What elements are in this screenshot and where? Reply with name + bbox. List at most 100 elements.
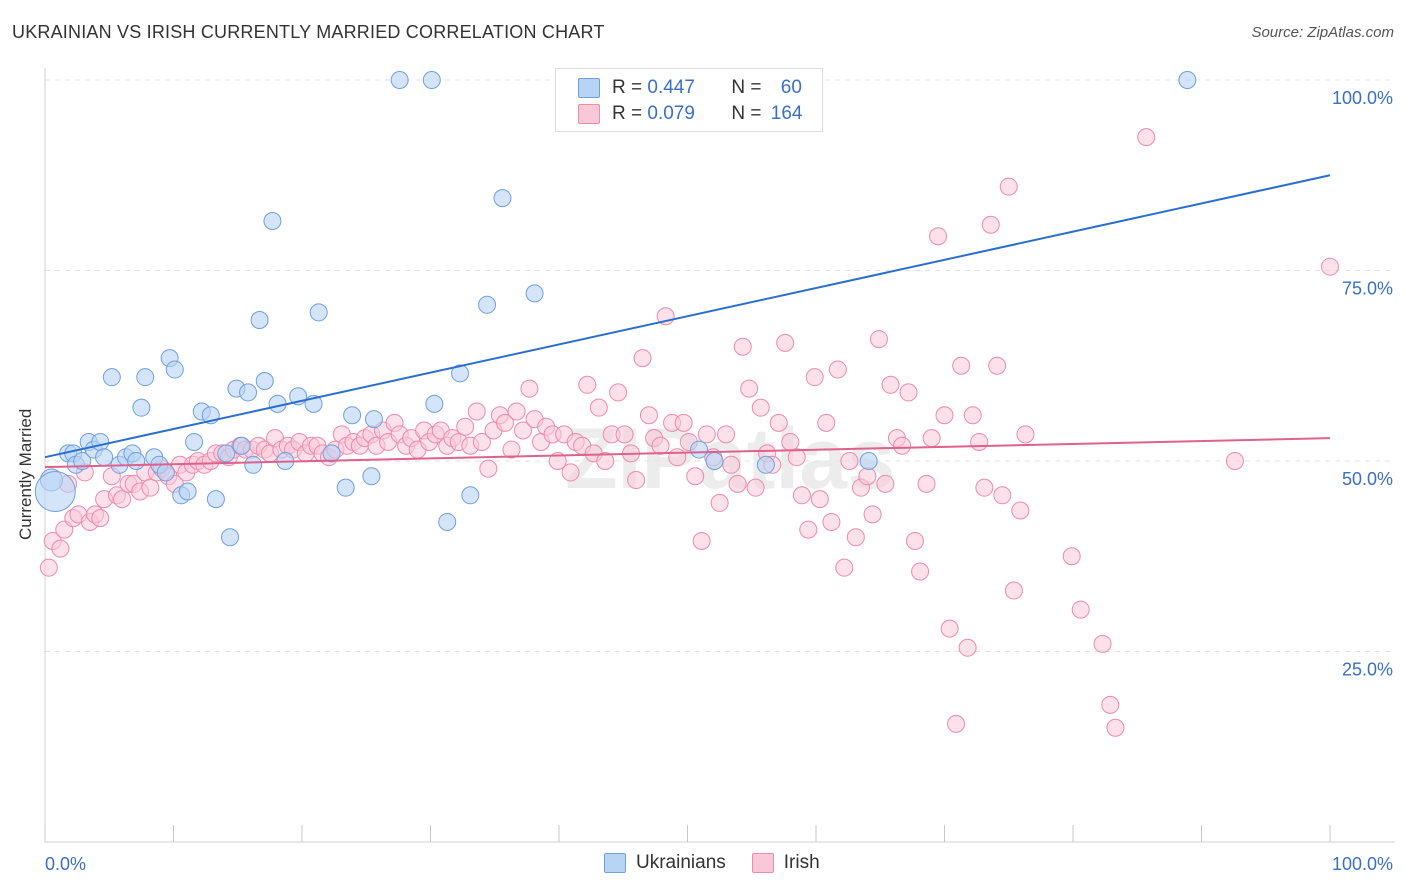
- ukrainians-point: [244, 455, 263, 474]
- irish-point: [1106, 718, 1125, 737]
- irish-r-value: 0.079: [647, 103, 695, 124]
- irish-point: [91, 509, 110, 528]
- irish-point: [893, 436, 912, 455]
- irish-point: [810, 490, 829, 509]
- irish-point: [502, 440, 521, 459]
- ukrainians-point: [705, 452, 724, 470]
- irish-point: [589, 398, 608, 417]
- ukrainians-point: [438, 512, 457, 531]
- irish-point: [514, 421, 533, 440]
- irish-point: [674, 413, 693, 432]
- ukrainians-point: [102, 368, 121, 387]
- ukrainians-point: [690, 440, 709, 459]
- irish-point: [710, 493, 729, 512]
- irish-point: [507, 402, 526, 421]
- ukrainians-point: [206, 490, 225, 509]
- irish-point: [578, 375, 597, 394]
- ukrainians-point: [493, 189, 512, 208]
- irish-point: [1101, 695, 1120, 714]
- series-legend: Ukrainians Irish: [604, 852, 846, 874]
- irish-point: [940, 619, 959, 638]
- irish-point: [692, 532, 711, 551]
- ukrainians-point: [322, 444, 341, 463]
- irish-point: [496, 413, 515, 432]
- irish-point: [609, 383, 628, 402]
- irish-point: [633, 349, 652, 368]
- irish-point: [905, 532, 924, 551]
- irish-point: [1071, 600, 1090, 619]
- series-ukrainians-points: [34, 71, 1197, 547]
- ukrainians-point: [859, 452, 878, 470]
- irish-point: [717, 425, 736, 444]
- y-tick-label: 100.0%: [1332, 88, 1393, 108]
- irish-point: [799, 520, 818, 539]
- irish-point: [787, 448, 806, 467]
- ukrainians-point: [178, 482, 197, 501]
- irish-point: [846, 528, 865, 547]
- irish-point: [596, 452, 615, 470]
- irish-point: [141, 478, 160, 497]
- ukrainians-point: [756, 455, 775, 474]
- y-tick-label: 25.0%: [1342, 660, 1393, 680]
- ukrainians-trend-line: [44, 174, 1331, 459]
- irish-point: [805, 368, 824, 387]
- irish-point: [869, 330, 888, 349]
- irish-point: [467, 402, 486, 421]
- irish-point: [858, 467, 877, 486]
- irish-point: [863, 505, 882, 524]
- irish-point: [1016, 425, 1035, 444]
- irish-swatch: [578, 104, 600, 124]
- source-label: Source: ZipAtlas.com: [1251, 24, 1394, 41]
- irish-point: [113, 490, 132, 509]
- irish-point: [1011, 501, 1030, 520]
- ukrainians-point: [232, 436, 251, 455]
- axes: [44, 68, 1395, 843]
- grid-lines: [45, 79, 1395, 652]
- ukrainians-point: [478, 295, 497, 314]
- ukrainians-point: [239, 383, 258, 402]
- irish-point: [686, 467, 705, 486]
- y-axis-label: Currently Married: [16, 408, 35, 540]
- irish-point: [728, 474, 747, 493]
- irish-point: [651, 436, 670, 455]
- irish-point: [733, 337, 752, 356]
- ukrainians-point: [461, 486, 480, 505]
- irish-point: [479, 459, 498, 478]
- irish-point: [1062, 547, 1081, 566]
- irish-point: [999, 177, 1018, 196]
- irish-trend-line: [44, 437, 1331, 469]
- irish-point: [899, 383, 918, 402]
- legend-item-ukrainians[interactable]: Ukrainians: [604, 852, 726, 874]
- irish-point: [769, 413, 788, 432]
- x-tick-label: 100.0%: [1332, 854, 1393, 874]
- stats-row-ukrainians: R = 0.447 N = 60: [578, 76, 802, 100]
- y-tick-label: 50.0%: [1342, 469, 1393, 489]
- legend-swatch-ukrainians: [604, 853, 626, 873]
- irish-point: [740, 379, 759, 398]
- legend-label-irish: Irish: [783, 852, 820, 873]
- ukrainians-point: [156, 463, 175, 482]
- irish-point: [828, 360, 847, 379]
- irish-n-label: N =: [731, 103, 767, 124]
- irish-point: [929, 227, 948, 246]
- ukrainians-point: [451, 364, 470, 383]
- irish-r-label: R =: [612, 103, 648, 124]
- irish-point: [722, 455, 741, 474]
- irish-point: [952, 356, 971, 375]
- ukrainians-point: [263, 211, 282, 230]
- tick-labels: 25.0% 50.0% 75.0% 100.0% 0.0% 100.0%: [45, 88, 1393, 874]
- ukrainians-n-label: N =: [731, 77, 767, 98]
- irish-point: [548, 452, 567, 470]
- x-tick-label: 0.0%: [45, 854, 86, 874]
- ukrainians-point: [95, 448, 114, 467]
- irish-point: [776, 333, 795, 352]
- irish-point: [746, 478, 765, 497]
- y-tick-label: 75.0%: [1342, 279, 1393, 299]
- ukrainians-point: [525, 284, 544, 303]
- ukrainians-point: [165, 360, 184, 379]
- legend-item-irish[interactable]: Irish: [751, 852, 820, 874]
- ukrainians-n-value: 60: [780, 77, 802, 98]
- irish-n-value: 164: [770, 103, 803, 124]
- y-axis-label-wrap: Currently Married: [16, 409, 36, 740]
- irish-point: [561, 463, 580, 482]
